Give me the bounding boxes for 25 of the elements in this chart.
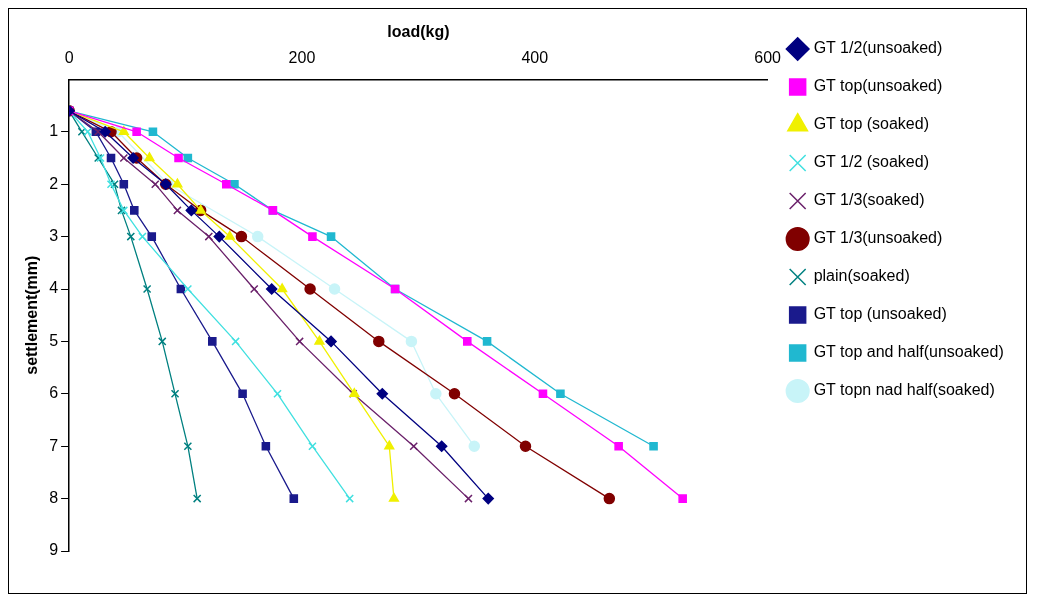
legend-label: GT 1/2(unsoaked) (813, 39, 943, 57)
legend-label: GT 1/3(soaked) (813, 191, 925, 209)
legend-label: GT 1/2 (soaked) (813, 153, 929, 171)
y-axis-title: settlement(mm) (23, 255, 41, 375)
x-axis-title: load(kg) (387, 23, 450, 41)
y-tick-label: 1 (49, 122, 59, 140)
legend-label: GT top (soaked) (813, 115, 929, 133)
x-tick-label: 400 (521, 49, 549, 67)
y-tick-label: 2 (49, 174, 59, 192)
legend-label: plain(soaked) (813, 267, 910, 285)
y-tick-label: 5 (49, 331, 59, 349)
legend-label: GT top and half(unsoaked) (813, 343, 1004, 361)
x-tick-label: 200 (288, 49, 316, 67)
y-tick-label: 8 (49, 489, 59, 507)
y-tick-label: 4 (49, 279, 59, 297)
legend-label: GT topn nad half(soaked) (813, 381, 995, 399)
legend-label: GT top (unsoaked) (813, 305, 947, 323)
x-tick-label: 0 (64, 49, 74, 67)
x-tick-label: 600 (754, 49, 782, 67)
y-tick-label: 9 (49, 541, 59, 559)
y-tick-label: 6 (49, 384, 59, 402)
y-tick-label: 7 (49, 436, 59, 454)
legend-label: GT top(unsoaked) (813, 77, 943, 95)
y-tick-label: 3 (49, 227, 59, 245)
legend-label: GT 1/3(unsoaked) (813, 229, 943, 247)
